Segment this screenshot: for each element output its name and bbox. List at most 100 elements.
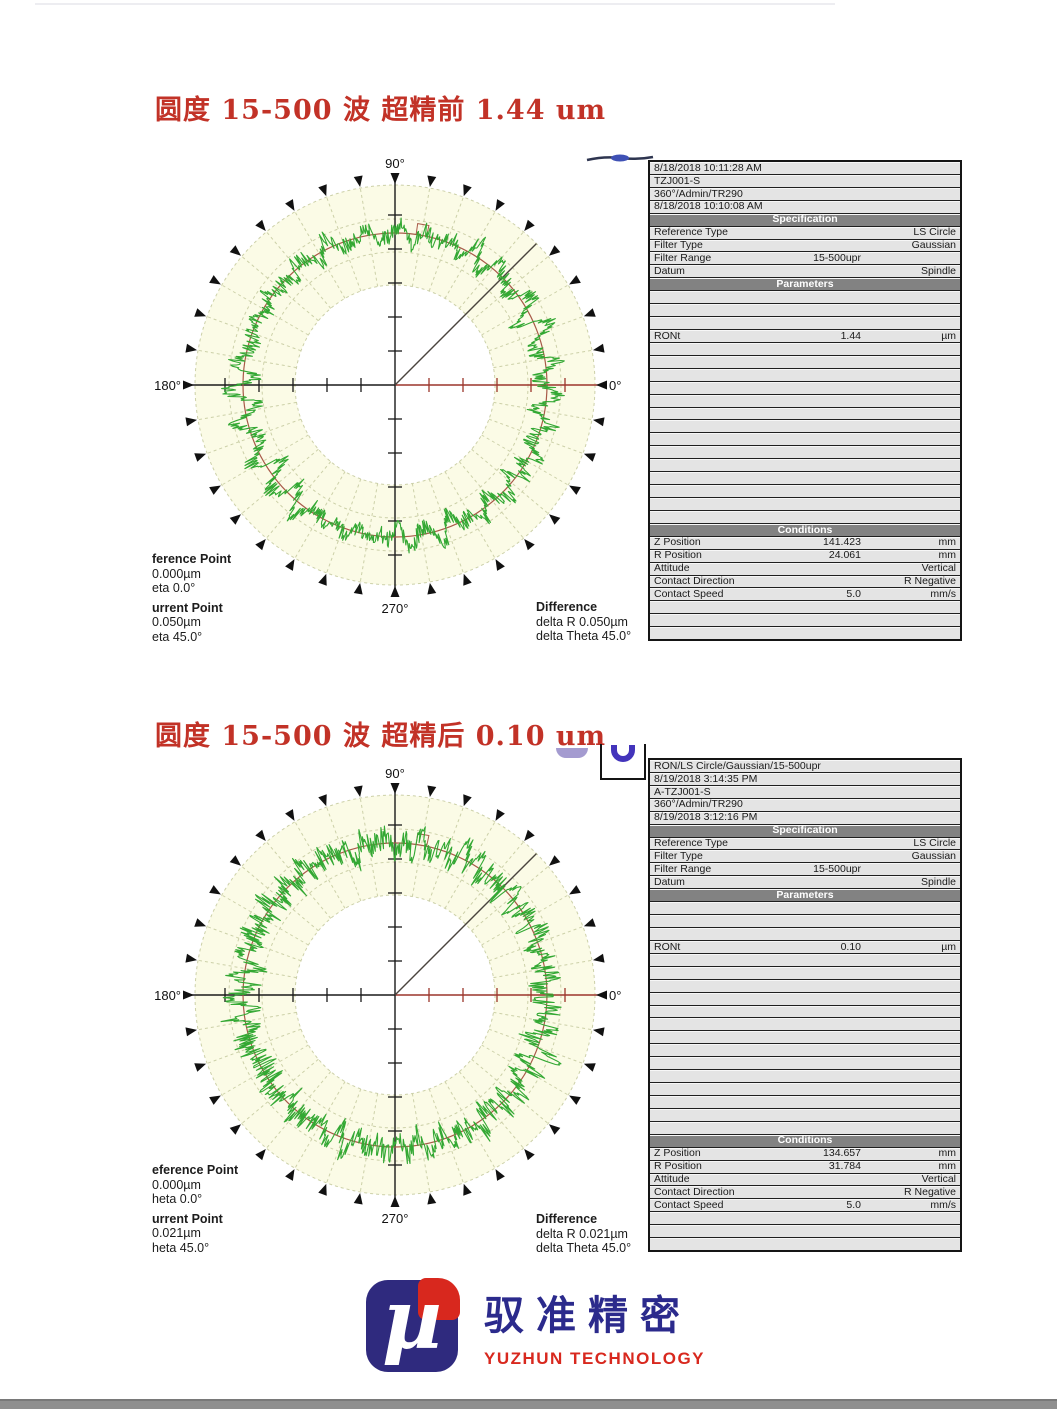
- table-cell: Spindle: [920, 265, 956, 278]
- direction-arrow: [495, 809, 505, 821]
- table-cell: mm/s: [930, 588, 956, 601]
- table-row: Filter Type Gaussian: [650, 849, 960, 863]
- table-row: [650, 367, 960, 381]
- table-cell: Contact Speed: [654, 588, 724, 601]
- angle-label: 180°: [154, 988, 181, 1003]
- table-row: [650, 965, 960, 979]
- table-cell: R Negative: [904, 1186, 956, 1199]
- grid-spoke: [221, 434, 309, 486]
- grid-spoke: [197, 401, 297, 421]
- table-row: Contact Direction R Negative: [650, 574, 960, 588]
- direction-arrow: [353, 582, 363, 595]
- angle-label: 90°: [385, 766, 405, 781]
- table-cell: R Position: [654, 549, 702, 562]
- direction-arrow: [185, 417, 198, 427]
- direction-arrow: [569, 1095, 581, 1105]
- direction-arrow: [209, 1095, 221, 1105]
- angle-label: 90°: [385, 156, 405, 171]
- table-cell: Datum: [654, 265, 685, 278]
- table-cell: Datum: [654, 876, 685, 888]
- grid-spoke: [294, 1081, 346, 1169]
- direction-arrow: [548, 855, 561, 866]
- table-row: 8/18/2018 10:10:08 AM: [650, 199, 960, 213]
- reference-current-point-block: eference Point 0.000µm heta 0.0° urrent …: [152, 1163, 238, 1255]
- table-cell: Gaussian: [911, 850, 956, 863]
- table-row: [650, 978, 960, 992]
- table-row: 360°/Admin/TR290: [650, 186, 960, 200]
- table-cell: Vertical: [921, 562, 956, 575]
- table-cell: Contact Direction: [654, 575, 735, 588]
- table-cell: LS Circle: [913, 837, 956, 850]
- table-row: [650, 290, 960, 304]
- reference-point-title: ference Point: [152, 552, 232, 566]
- direction-arrow: [463, 573, 472, 586]
- table-row: RONt 0.10 µm: [650, 939, 960, 953]
- table-cell: mm/s: [930, 1199, 956, 1212]
- table-cell: Filter Type: [654, 239, 703, 252]
- grid-spoke: [266, 841, 332, 919]
- table-cell: Z Position: [654, 536, 701, 549]
- table-cell: 8/19/2018 3:12:16 PM: [654, 811, 758, 824]
- current-point-title: urrent Point: [152, 600, 223, 615]
- table-row: Reference Type LS Circle: [650, 836, 960, 850]
- grid-spoke: [471, 866, 549, 932]
- table-cell: 1.44: [840, 329, 861, 342]
- section1-title: 圆度 15-500 波 超精前 1.44 um: [155, 95, 607, 126]
- direction-arrow: [285, 809, 295, 821]
- photo-bottom-edge: [0, 1399, 1057, 1409]
- direction-arrow: [229, 245, 242, 256]
- direction-arrow: [592, 953, 605, 963]
- table-row: [650, 496, 960, 510]
- direction-arrow: [229, 514, 242, 525]
- partial-logo-u-icon: [600, 744, 646, 780]
- table-row: Contact Speed 5.0 mm/s: [650, 587, 960, 601]
- table-row: [650, 458, 960, 472]
- grid-spoke: [326, 806, 362, 902]
- table-row: TZJ001-S: [650, 173, 960, 187]
- table-row: [650, 1211, 960, 1225]
- direction-arrow: [353, 175, 363, 188]
- direction-arrow: [390, 173, 400, 184]
- table-cell: LS Circle: [913, 226, 956, 239]
- direction-arrow: [255, 829, 266, 842]
- direction-arrow: [427, 582, 437, 595]
- direction-arrow: [583, 308, 596, 317]
- grid-spoke: [241, 1058, 319, 1124]
- table-cell: mm: [938, 1160, 957, 1173]
- grid-spoke: [197, 349, 297, 369]
- current-point-theta: heta 45.0°: [152, 1240, 210, 1255]
- table-row: A-TZJ001-S: [650, 784, 960, 798]
- table-row: Contact Direction R Negative: [650, 1185, 960, 1199]
- table-row: [650, 600, 960, 614]
- table-cell: 5.0: [846, 588, 861, 601]
- table-cell: Contact Speed: [654, 1199, 724, 1212]
- grid-spoke: [493, 401, 593, 421]
- direction-arrow: [569, 485, 581, 495]
- angle-label: 0°: [609, 988, 621, 1003]
- grid-spoke: [241, 866, 319, 932]
- direction-arrow: [255, 538, 266, 551]
- direction-arrow: [495, 1169, 505, 1181]
- table-row: [650, 1030, 960, 1044]
- table-row: [650, 1004, 960, 1018]
- reference-point-title: eference Point: [152, 1163, 239, 1177]
- table-cell: 31.784: [828, 1160, 861, 1173]
- grid-spoke: [221, 284, 309, 336]
- table-cell: 8/19/2018 3:14:35 PM: [654, 772, 758, 785]
- table-row: 8/19/2018 3:12:16 PM: [650, 810, 960, 824]
- table-row: [650, 303, 960, 317]
- direction-arrow: [185, 1027, 198, 1037]
- company-name-chinese: 驭准精密: [484, 1292, 692, 1339]
- marker-line-45deg: [394, 243, 537, 386]
- direction-arrow: [353, 1192, 363, 1205]
- table-row: Datum Spindle: [650, 875, 960, 889]
- table-row: Filter Range 15-500upr: [650, 862, 960, 876]
- table-row: [650, 432, 960, 446]
- direction-arrow: [285, 1169, 295, 1181]
- table-cell: mm: [938, 1147, 957, 1160]
- table-cell: R Position: [654, 1160, 702, 1173]
- yuzhun-logo-icon: µ: [366, 1272, 460, 1372]
- direction-arrow: [463, 184, 472, 197]
- table-row: [650, 1017, 960, 1031]
